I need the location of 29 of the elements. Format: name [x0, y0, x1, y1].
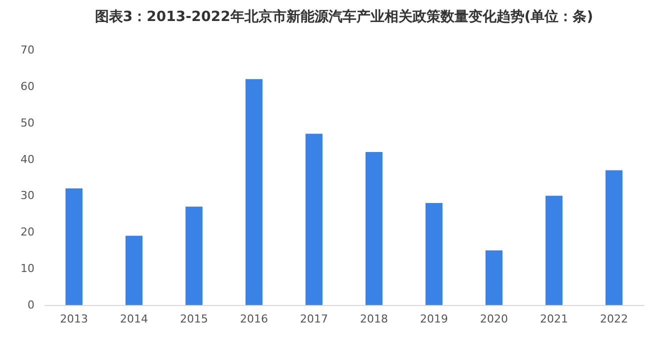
bar: [486, 250, 502, 305]
bar: [546, 196, 562, 305]
bar: [186, 206, 202, 305]
x-tick-label: 2014: [120, 312, 148, 326]
x-tick-label: 2016: [240, 312, 268, 326]
y-tick-label: 50: [20, 116, 34, 130]
x-tick-label: 2021: [540, 312, 568, 326]
bar: [426, 203, 442, 305]
y-tick-label: 60: [20, 80, 34, 93]
x-tick-label: 2019: [420, 312, 448, 326]
bar: [246, 79, 262, 305]
bar: [126, 236, 142, 305]
x-tick-label: 2017: [300, 312, 328, 326]
bar: [606, 170, 622, 305]
y-tick-label: 0: [28, 298, 34, 312]
chart-title: 图表3：2013-2022年北京市新能源汽车产业相关政策数量变化趋势(单位：条): [94, 8, 594, 25]
y-tick-label: 20: [20, 226, 34, 239]
x-tick-label: 2022: [600, 312, 628, 326]
x-tick-label: 2018: [360, 312, 388, 326]
y-tick-label: 30: [20, 189, 34, 202]
bar: [366, 152, 382, 305]
x-tick-label: 2013: [60, 312, 88, 326]
y-tick-label: 40: [20, 152, 34, 166]
bar: [306, 134, 322, 305]
y-tick-label: 10: [20, 262, 34, 276]
x-tick-label: 2015: [180, 312, 208, 326]
bar: [66, 188, 82, 305]
x-tick-label: 2020: [480, 312, 508, 326]
y-tick-label: 70: [20, 44, 34, 56]
